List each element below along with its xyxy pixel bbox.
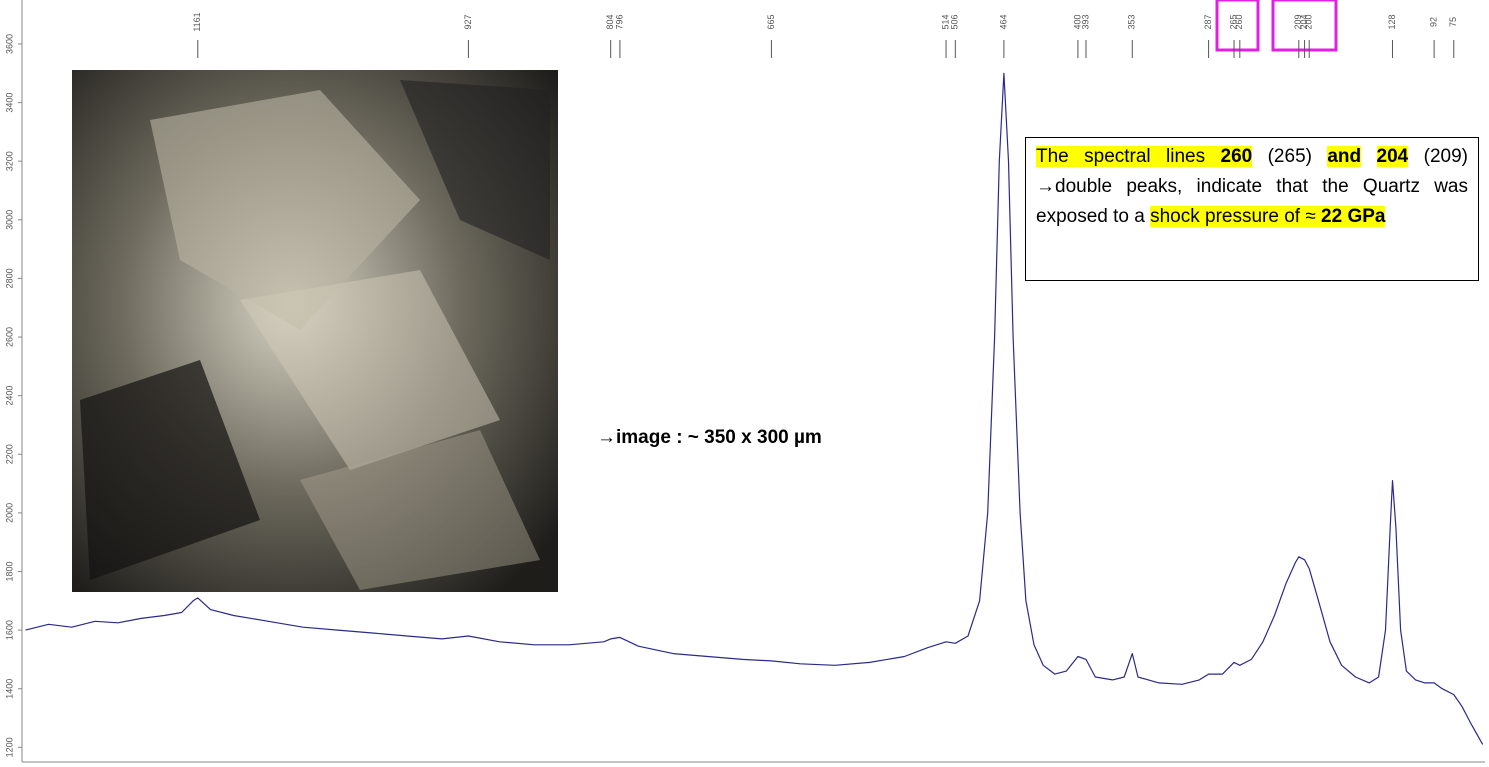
y-tick-label: 3400 [4,93,14,113]
annotation-text: shock pressure of ≈ [1150,206,1322,227]
peak-label: 506 [950,14,960,29]
peak-label: 209 [1293,14,1303,29]
inset-photo [72,70,558,592]
annotation-text: and [1327,146,1362,167]
peak-label: 400 [1072,14,1082,29]
spectrum-line [25,72,1484,745]
y-tick-label: 3000 [4,210,14,230]
y-tick-label: 2600 [4,327,14,347]
peak-label: 265 [1228,14,1238,29]
peak-label: 796 [614,14,624,29]
annotation-text: 22 GPa [1321,206,1386,227]
y-tick-label: 2200 [4,444,14,464]
y-tick-label: 2800 [4,268,14,288]
annotation-text: 204 [1376,146,1409,167]
peak-label: 287 [1203,14,1213,29]
y-tick-label: 3200 [4,151,14,171]
y-tick-label: 2400 [4,386,14,406]
y-tick-label: 3600 [4,34,14,54]
peak-label: 128 [1387,14,1397,29]
peak-label: 260 [1234,14,1244,29]
peak-label: 353 [1127,14,1137,29]
peak-label: 927 [463,14,473,29]
annotation-text: The spectral lines [1036,146,1221,167]
peak-label: 200 [1304,14,1314,29]
y-tick-label: 2000 [4,503,14,523]
highlight-box [1215,0,1260,52]
peak-label: 514 [940,14,950,29]
peak-label: 665 [766,14,776,29]
peak-label: 1161 [192,12,202,31]
peak-label: 92 [1428,17,1438,27]
y-tick-label: 1600 [4,620,14,640]
peak-label: 464 [998,14,1008,29]
y-tick-label: 1800 [4,561,14,581]
annotation-text: (265) [1252,146,1328,167]
y-tick-label: 1200 [4,737,14,757]
peak-label: 393 [1080,14,1090,29]
peak-label: 204 [1299,14,1309,29]
annotation-text: 260 [1220,146,1253,167]
y-tick-label: 1400 [4,679,14,699]
peak-label: 75 [1448,17,1458,27]
annotation-text: (209) →double peaks, indicate that the Q… [1036,146,1468,227]
peak-label: 804 [605,14,615,29]
annotation: The spectral lines 260 (265) and 204 (20… [1025,137,1479,281]
image-caption: →image : ~ 350 x 300 µm [597,427,822,448]
